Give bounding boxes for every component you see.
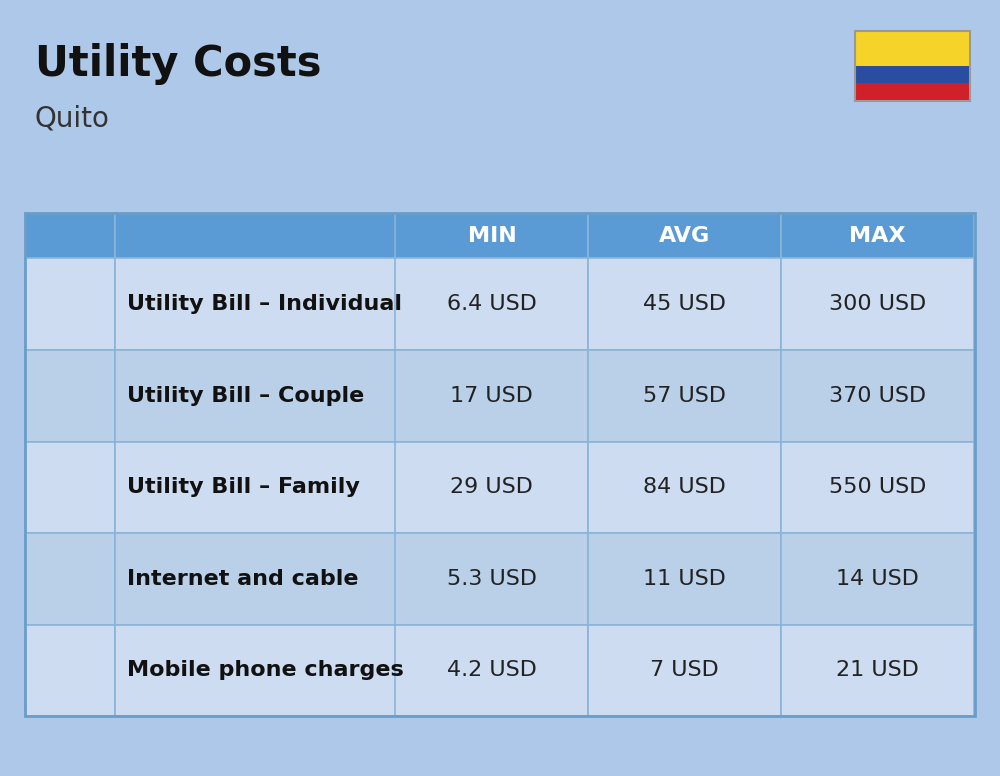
Text: 4.2 USD: 4.2 USD	[447, 660, 537, 681]
Bar	[115, 625, 396, 716]
Bar	[395, 625, 588, 716]
Bar	[588, 442, 781, 533]
Text: 370 USD: 370 USD	[829, 386, 926, 406]
Bar	[25, 213, 115, 258]
Bar	[855, 66, 970, 84]
Bar	[781, 442, 974, 533]
Text: 21 USD: 21 USD	[836, 660, 919, 681]
Bar	[588, 625, 781, 716]
Bar	[588, 213, 781, 258]
Text: 84 USD: 84 USD	[643, 477, 726, 497]
Text: 17 USD: 17 USD	[450, 386, 533, 406]
Bar	[395, 533, 588, 625]
Text: 45 USD: 45 USD	[643, 294, 726, 314]
Bar	[855, 31, 970, 66]
Text: Utility Bill – Couple: Utility Bill – Couple	[127, 386, 364, 406]
Bar	[395, 258, 588, 350]
Bar	[115, 350, 396, 442]
Text: 550 USD: 550 USD	[829, 477, 926, 497]
Bar	[781, 213, 974, 258]
Bar	[25, 533, 115, 625]
Bar	[25, 442, 115, 533]
Text: 29 USD: 29 USD	[450, 477, 533, 497]
Bar	[395, 442, 588, 533]
Text: 7 USD: 7 USD	[650, 660, 719, 681]
Bar	[588, 533, 781, 625]
Bar	[25, 213, 975, 716]
Bar	[25, 258, 115, 350]
Bar	[25, 625, 115, 716]
Bar	[25, 350, 115, 442]
Bar	[781, 625, 974, 716]
Text: 14 USD: 14 USD	[836, 569, 919, 589]
Bar	[395, 350, 588, 442]
Text: MAX: MAX	[849, 226, 906, 246]
Bar	[855, 84, 970, 101]
Text: 6.4 USD: 6.4 USD	[447, 294, 537, 314]
Bar	[115, 258, 396, 350]
Text: Mobile phone charges: Mobile phone charges	[127, 660, 404, 681]
Bar	[855, 31, 970, 101]
Bar	[115, 442, 396, 533]
Text: Internet and cable: Internet and cable	[127, 569, 359, 589]
Text: Quito: Quito	[35, 105, 110, 133]
Bar	[781, 533, 974, 625]
Bar	[781, 258, 974, 350]
Text: Utility Bill – Family: Utility Bill – Family	[127, 477, 360, 497]
Text: 57 USD: 57 USD	[643, 386, 726, 406]
Bar	[588, 258, 781, 350]
Text: 5.3 USD: 5.3 USD	[447, 569, 537, 589]
Bar	[115, 533, 396, 625]
Text: AVG: AVG	[659, 226, 710, 246]
Text: MIN: MIN	[468, 226, 516, 246]
Bar	[781, 350, 974, 442]
Text: 11 USD: 11 USD	[643, 569, 726, 589]
Text: 300 USD: 300 USD	[829, 294, 926, 314]
Text: Utility Costs: Utility Costs	[35, 43, 322, 85]
Bar	[395, 213, 588, 258]
Bar	[588, 350, 781, 442]
Text: Utility Bill – Individual: Utility Bill – Individual	[127, 294, 402, 314]
Bar	[115, 213, 396, 258]
